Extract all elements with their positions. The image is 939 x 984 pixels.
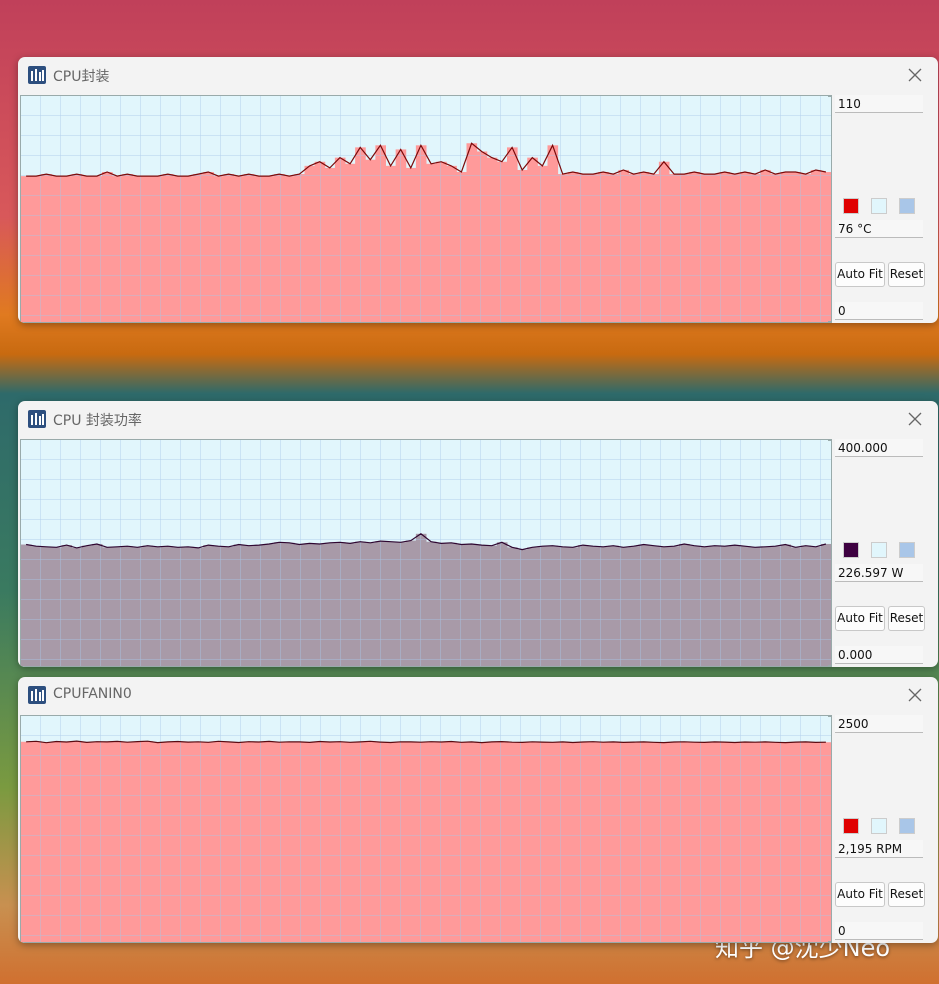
plot bbox=[20, 715, 832, 943]
graph-window: CPU 封装功率 0.000 400.000 226.597 W Auto Fit Res… bbox=[18, 401, 938, 667]
series-line bbox=[26, 533, 827, 551]
axis-limit-field[interactable]: 0.000 bbox=[835, 646, 923, 664]
color-swatch[interactable] bbox=[871, 818, 887, 834]
auto-fit-button[interactable]: Auto Fit bbox=[835, 606, 885, 631]
current-value: 2,195 RPM bbox=[835, 840, 923, 858]
axis-limit-field[interactable]: 2500 bbox=[835, 715, 923, 733]
window-title: CPU 封装功率 bbox=[53, 413, 142, 429]
grid-overlay bbox=[21, 440, 831, 666]
auto-fit-button[interactable]: Auto Fit bbox=[835, 262, 885, 287]
color-swatch[interactable] bbox=[843, 198, 859, 214]
color-swatch[interactable] bbox=[843, 542, 859, 558]
graph-window: CPU封装 0 110 76 °C Auto Fit Reset bbox=[18, 57, 938, 323]
app-icon bbox=[28, 66, 46, 84]
color-swatch[interactable] bbox=[899, 542, 915, 558]
axis-limit-field[interactable]: 110 bbox=[835, 95, 923, 113]
auto-fit-button[interactable]: Auto Fit bbox=[835, 882, 885, 907]
current-value: 226.597 W bbox=[835, 564, 923, 582]
color-swatch[interactable] bbox=[871, 198, 887, 214]
axis-limit-field[interactable]: 0 bbox=[835, 922, 923, 940]
close-button[interactable] bbox=[908, 688, 922, 702]
plot bbox=[20, 439, 832, 667]
graph-window: CPUFANIN0 0 2500 2,195 RPM Auto Fit Reset bbox=[18, 677, 938, 943]
color-swatch[interactable] bbox=[871, 542, 887, 558]
color-swatch[interactable] bbox=[843, 818, 859, 834]
series-line bbox=[26, 142, 827, 177]
current-value: 76 °C bbox=[835, 220, 923, 238]
window-title: CPU封装 bbox=[53, 69, 110, 85]
close-button[interactable] bbox=[908, 412, 922, 426]
axis-limit-field[interactable]: 400.000 bbox=[835, 439, 923, 457]
color-swatch[interactable] bbox=[899, 198, 915, 214]
reset-button[interactable]: Reset bbox=[888, 882, 925, 907]
reset-button[interactable]: Reset bbox=[888, 262, 925, 287]
grid-overlay bbox=[21, 96, 831, 322]
series-line bbox=[26, 740, 826, 744]
close-button[interactable] bbox=[908, 68, 922, 82]
color-swatch[interactable] bbox=[899, 818, 915, 834]
reset-button[interactable]: Reset bbox=[888, 606, 925, 631]
app-icon bbox=[28, 686, 46, 704]
grid-overlay bbox=[21, 716, 831, 942]
axis-limit-field[interactable]: 0 bbox=[835, 302, 923, 320]
plot bbox=[20, 95, 832, 323]
app-icon bbox=[28, 410, 46, 428]
window-title: CPUFANIN0 bbox=[53, 686, 132, 702]
